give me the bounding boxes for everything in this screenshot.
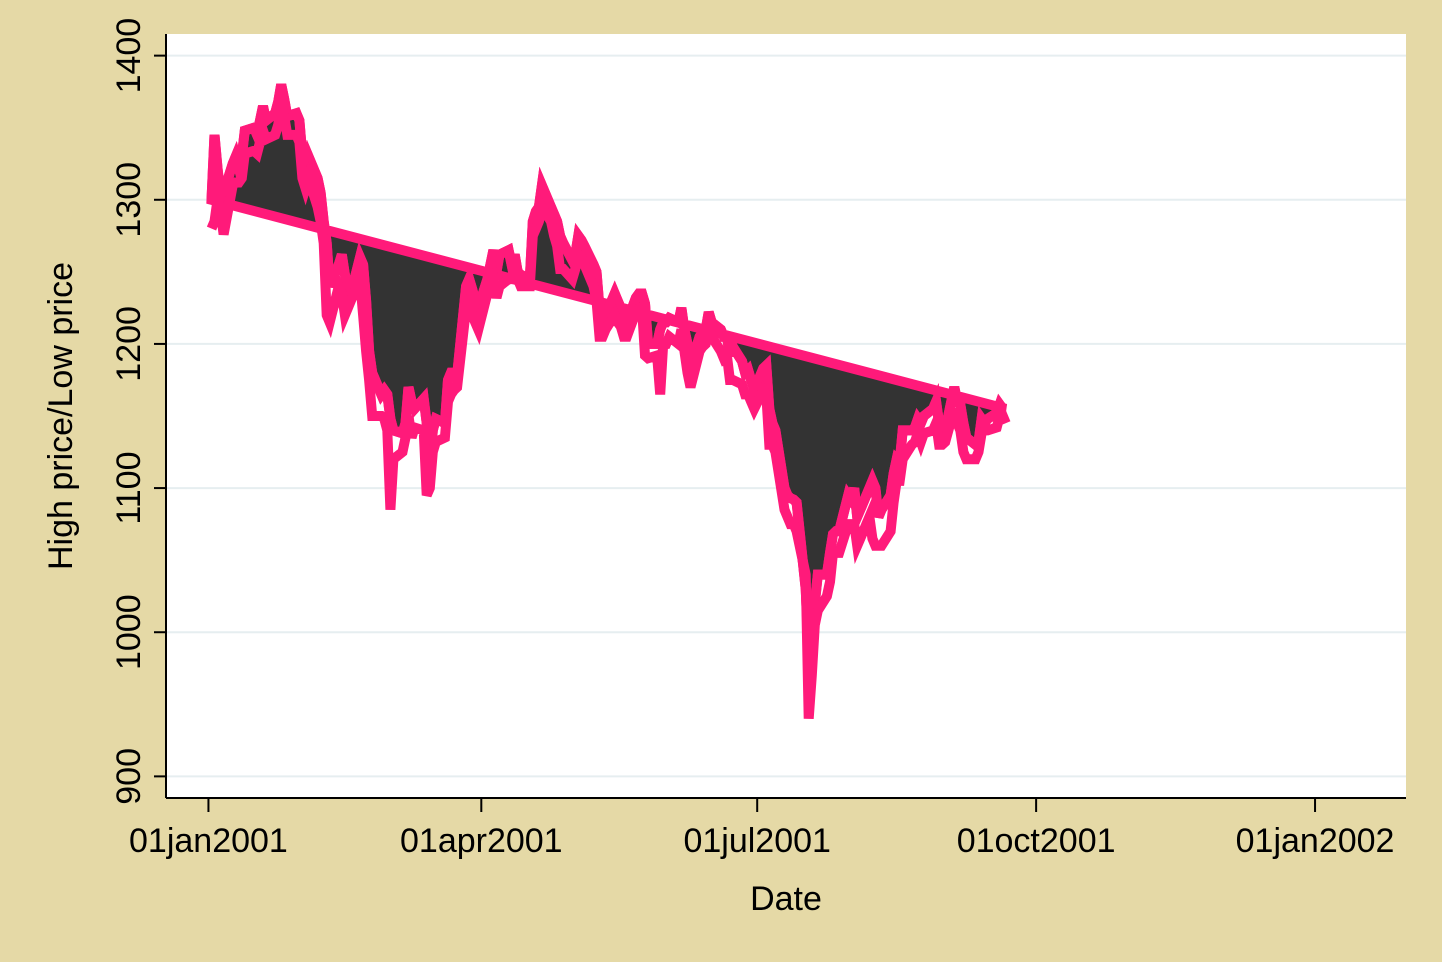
price-band (206, 83, 1011, 720)
x-axis-title: Date (750, 880, 822, 918)
series-low-price-line (206, 104, 1011, 720)
axes (165, 34, 1406, 799)
x-axis-ticks: 01jan2001 01apr2001 01jul2001 01oct2001 01ja… (129, 798, 1394, 860)
y-tick-label-900: 900 (110, 748, 148, 805)
y-axis-title: High price/Low price (42, 262, 80, 570)
y-tick-label-1300: 1300 (110, 162, 148, 238)
x-tick-label-01oct2001: 01oct2001 (957, 822, 1116, 860)
x-tick-label-01apr2001: 01apr2001 (400, 822, 563, 860)
y-tick-label-1400: 1400 (110, 18, 148, 94)
y-tick-label-1100: 1100 (110, 452, 148, 525)
series-high-price-line (206, 83, 1007, 655)
y-axis-ticks: 900 1000 1100 1200 1300 1400 (110, 18, 166, 805)
y-tick-label-1200: 1200 (110, 306, 148, 382)
y-tick-label-1000: 1000 (110, 594, 148, 670)
x-tick-label-01jan2002: 01jan2002 (1236, 822, 1395, 860)
x-tick-label-01jul2001: 01jul2001 (683, 822, 830, 860)
x-tick-label-01jan2001: 01jan2001 (129, 822, 288, 860)
